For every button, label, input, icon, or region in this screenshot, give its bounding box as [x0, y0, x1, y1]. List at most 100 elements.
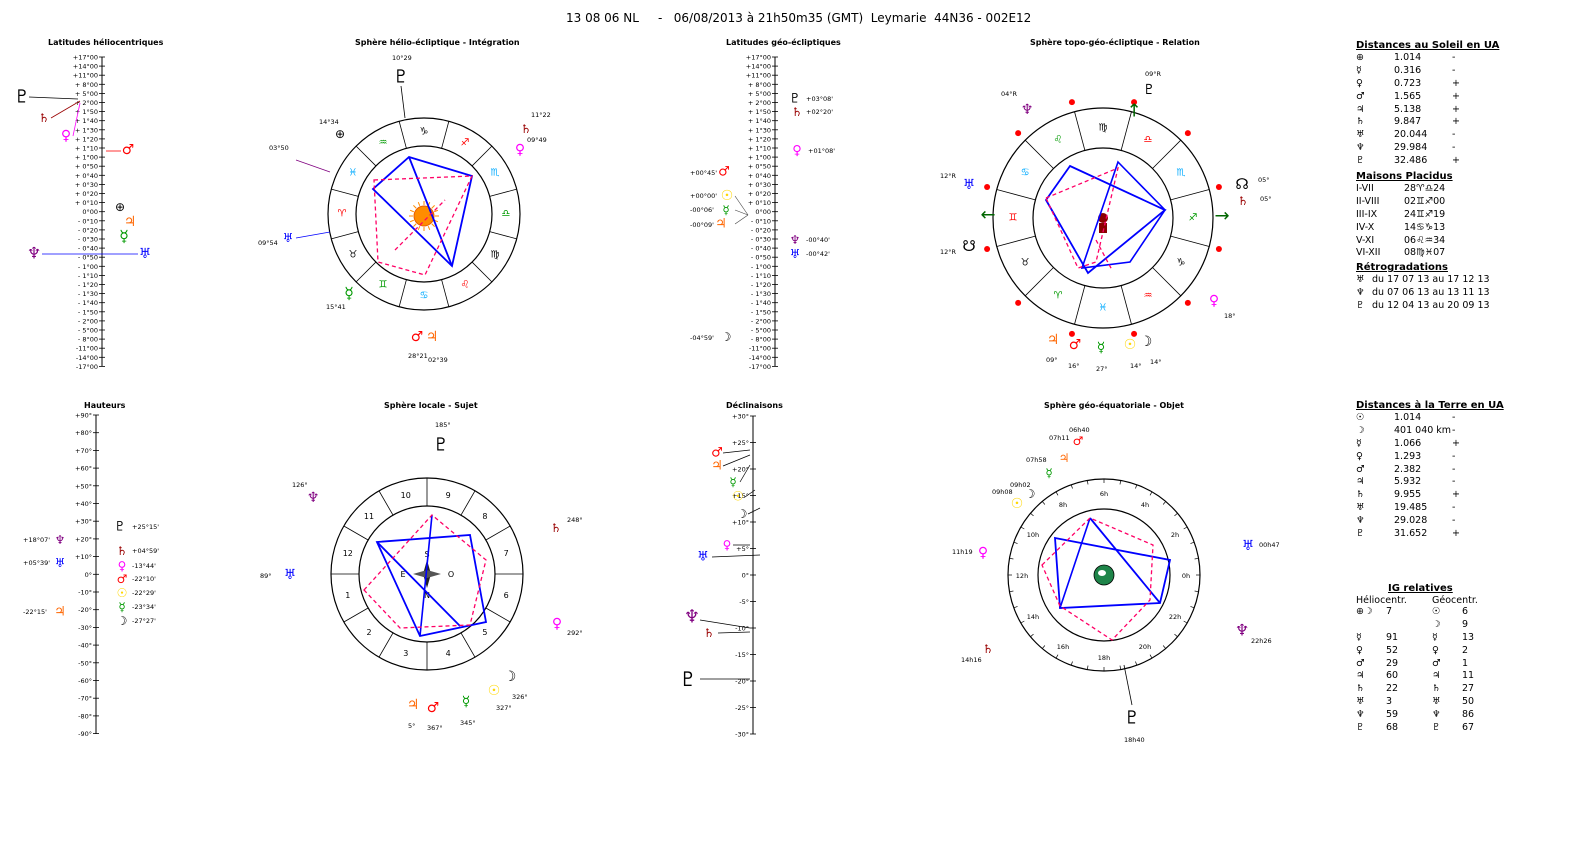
helio-lat-tick: + 5°00	[75, 90, 98, 98]
hour-label: 0h	[1182, 572, 1190, 580]
mars-icon: ♂	[427, 700, 440, 716]
label: 18h40	[1124, 736, 1145, 744]
table-cell: -	[1452, 129, 1456, 141]
saturn-icon: ♄	[792, 105, 803, 119]
table-cell: I-VII	[1356, 183, 1374, 194]
label: 326°	[512, 693, 528, 701]
geo-lat-tick: -17°00	[749, 363, 771, 371]
geo-eq-wheel: 6h 4h 2h 0h 22h 20h 18h 16h 14h 12h 10h 8h ♂06h40 ♃ 07…	[952, 426, 1280, 744]
table-cell: ♀	[1432, 644, 1439, 656]
table-cell: -	[1452, 463, 1456, 475]
decl-tick: -15°	[735, 651, 749, 659]
table-row: ♄ 22 ♄ 27	[1356, 683, 1536, 696]
table-cell: ☉	[1432, 606, 1441, 617]
wheel-sign-icon: ♌	[1054, 135, 1063, 146]
table-cell: ♆	[1356, 515, 1365, 527]
hour-label: 12h	[1016, 572, 1028, 580]
table-cell: ♅	[1432, 696, 1441, 708]
height-tick: +70°	[75, 447, 92, 455]
compass-label: S	[424, 550, 429, 559]
geo-lat-tick: - 0°50	[751, 254, 771, 262]
label: +25°15'	[132, 523, 159, 531]
house-number: 5	[482, 628, 487, 637]
table-cell: 1.293	[1394, 450, 1422, 462]
table-cell: +	[1452, 489, 1460, 501]
wheel-sign-icon: ♓	[349, 168, 358, 179]
sun-distances-title: Distances au Soleil en UA	[1356, 40, 1500, 51]
table-cell: 32.486	[1394, 155, 1428, 167]
topo-sphere-wheel: ♍ ♎ ♏ ♐ ♑ ♒ ♓ ♈ ♉ ♊ ♋ ♌ ♇ 09°R ♆04°R ↑ ♅ 12°R ☊♄ 05° 05° ← → ☋ 1…	[940, 70, 1272, 373]
geo-lat-tick: + 1°00	[748, 154, 771, 162]
mercury-icon: ☿	[722, 203, 729, 217]
label: 345°	[460, 719, 476, 727]
height-tick: -80°	[78, 712, 92, 720]
table-row: ♀ 1.293 -	[1356, 451, 1536, 464]
label: -04°59'	[690, 334, 714, 342]
hour-label: 6h	[1100, 490, 1108, 498]
label: 292°	[567, 629, 583, 637]
label: -00°40'	[806, 236, 830, 244]
geo-lat-tick: - 1°00	[751, 263, 771, 271]
table-row: ♆ 29.028 -	[1356, 515, 1536, 528]
table-cell: 5.932	[1394, 476, 1422, 488]
geo-lat-tick: - 0°30	[751, 236, 771, 244]
geo-lat-tick: - 0°40	[751, 245, 771, 253]
houses-placidus-title: Maisons Placidus	[1356, 171, 1453, 182]
helio-lat-tick: 0°00	[82, 208, 98, 216]
table-cell: -	[1452, 52, 1456, 63]
table-cell: +	[1452, 103, 1460, 115]
wheel-sign-icon: ♊	[379, 280, 388, 291]
wheel-sign-icon: ♋	[1021, 168, 1030, 179]
house-number: 3	[403, 649, 408, 658]
table-row: ♄ 9.847 +	[1356, 116, 1536, 129]
jupiter-icon: ♃	[407, 697, 420, 713]
earth-distances-table: Distances à la Terre en UA ☉ 1.014 - ☽ 401 0…	[1356, 400, 1536, 541]
label: 16°	[1068, 362, 1080, 370]
title-local-sphere: Sphère locale - Sujet	[384, 401, 478, 410]
table-cell: 29.984	[1394, 142, 1428, 154]
arrow-icon: ↑	[1126, 101, 1141, 122]
wheel-sign-icon: ♑	[1176, 258, 1185, 269]
label: -27°27'	[132, 617, 156, 625]
geo-lat-tick: +17°00	[746, 54, 771, 62]
title-heights: Hauteurs	[84, 401, 126, 410]
helio-lat-tick: - 8°00	[78, 336, 98, 344]
jupiter-icon: ♃	[426, 329, 439, 345]
table-row: ☿ 91 ☿ 13	[1356, 632, 1536, 645]
mercury-icon: ☿	[1097, 340, 1106, 356]
houses-placidus-table: Maisons Placidus I-VII 28♈♎24 II-VIII 02♊♐0…	[1356, 171, 1536, 260]
label: 14°34	[319, 118, 339, 126]
house-number: 12	[343, 549, 353, 558]
height-tick: +80°	[75, 429, 92, 437]
jupiter-icon: ♃	[124, 214, 137, 230]
table-cell: ♇	[1356, 528, 1365, 540]
wheel-sign-icon: ♒	[379, 137, 388, 148]
uranus-icon: ♅	[283, 231, 294, 245]
neptune-icon: ♆	[684, 607, 700, 628]
table-row: ♃ 5.932 -	[1356, 476, 1536, 489]
mercury-icon: ☿	[118, 600, 125, 614]
table-row: II-VIII 02♊♐00	[1356, 196, 1536, 209]
wheel-sign-icon: ♓	[1099, 303, 1108, 314]
table-cell: 31.652	[1394, 528, 1428, 540]
decl-tick: +5°	[736, 545, 749, 553]
geo-lat-tick: + 0°20	[748, 190, 771, 198]
table-cell: V-XI	[1356, 234, 1375, 246]
venus-icon: ♀	[1209, 293, 1219, 309]
heights-scale: +90° +80° +70° +60° +50° +40° +30° +20° +10° 0° -1…	[23, 412, 159, 739]
house-number: 9	[446, 491, 451, 500]
table-cell: 02♊♐00	[1404, 195, 1446, 207]
house-number: 6	[504, 591, 509, 600]
hour-label: 22h	[1169, 613, 1181, 621]
helio-lat-tick: -17°00	[76, 363, 98, 371]
moon-icon: ☽	[737, 507, 748, 521]
declination-scale: +30° +25° +20° +15° +10° +5° 0° -5° -10° -15° -20°…	[679, 413, 761, 739]
label: +03°08'	[806, 95, 833, 103]
neptune-icon: ♆	[1235, 621, 1249, 640]
wheel-sign-icon: ♈	[338, 209, 347, 220]
house-number: 11	[364, 512, 374, 521]
height-tick: +90°	[75, 412, 92, 420]
helio-lat-tick: + 2°00	[75, 99, 98, 107]
helio-lat-tick: - 1°30	[78, 290, 98, 298]
saturn-icon: ♄	[39, 111, 50, 125]
